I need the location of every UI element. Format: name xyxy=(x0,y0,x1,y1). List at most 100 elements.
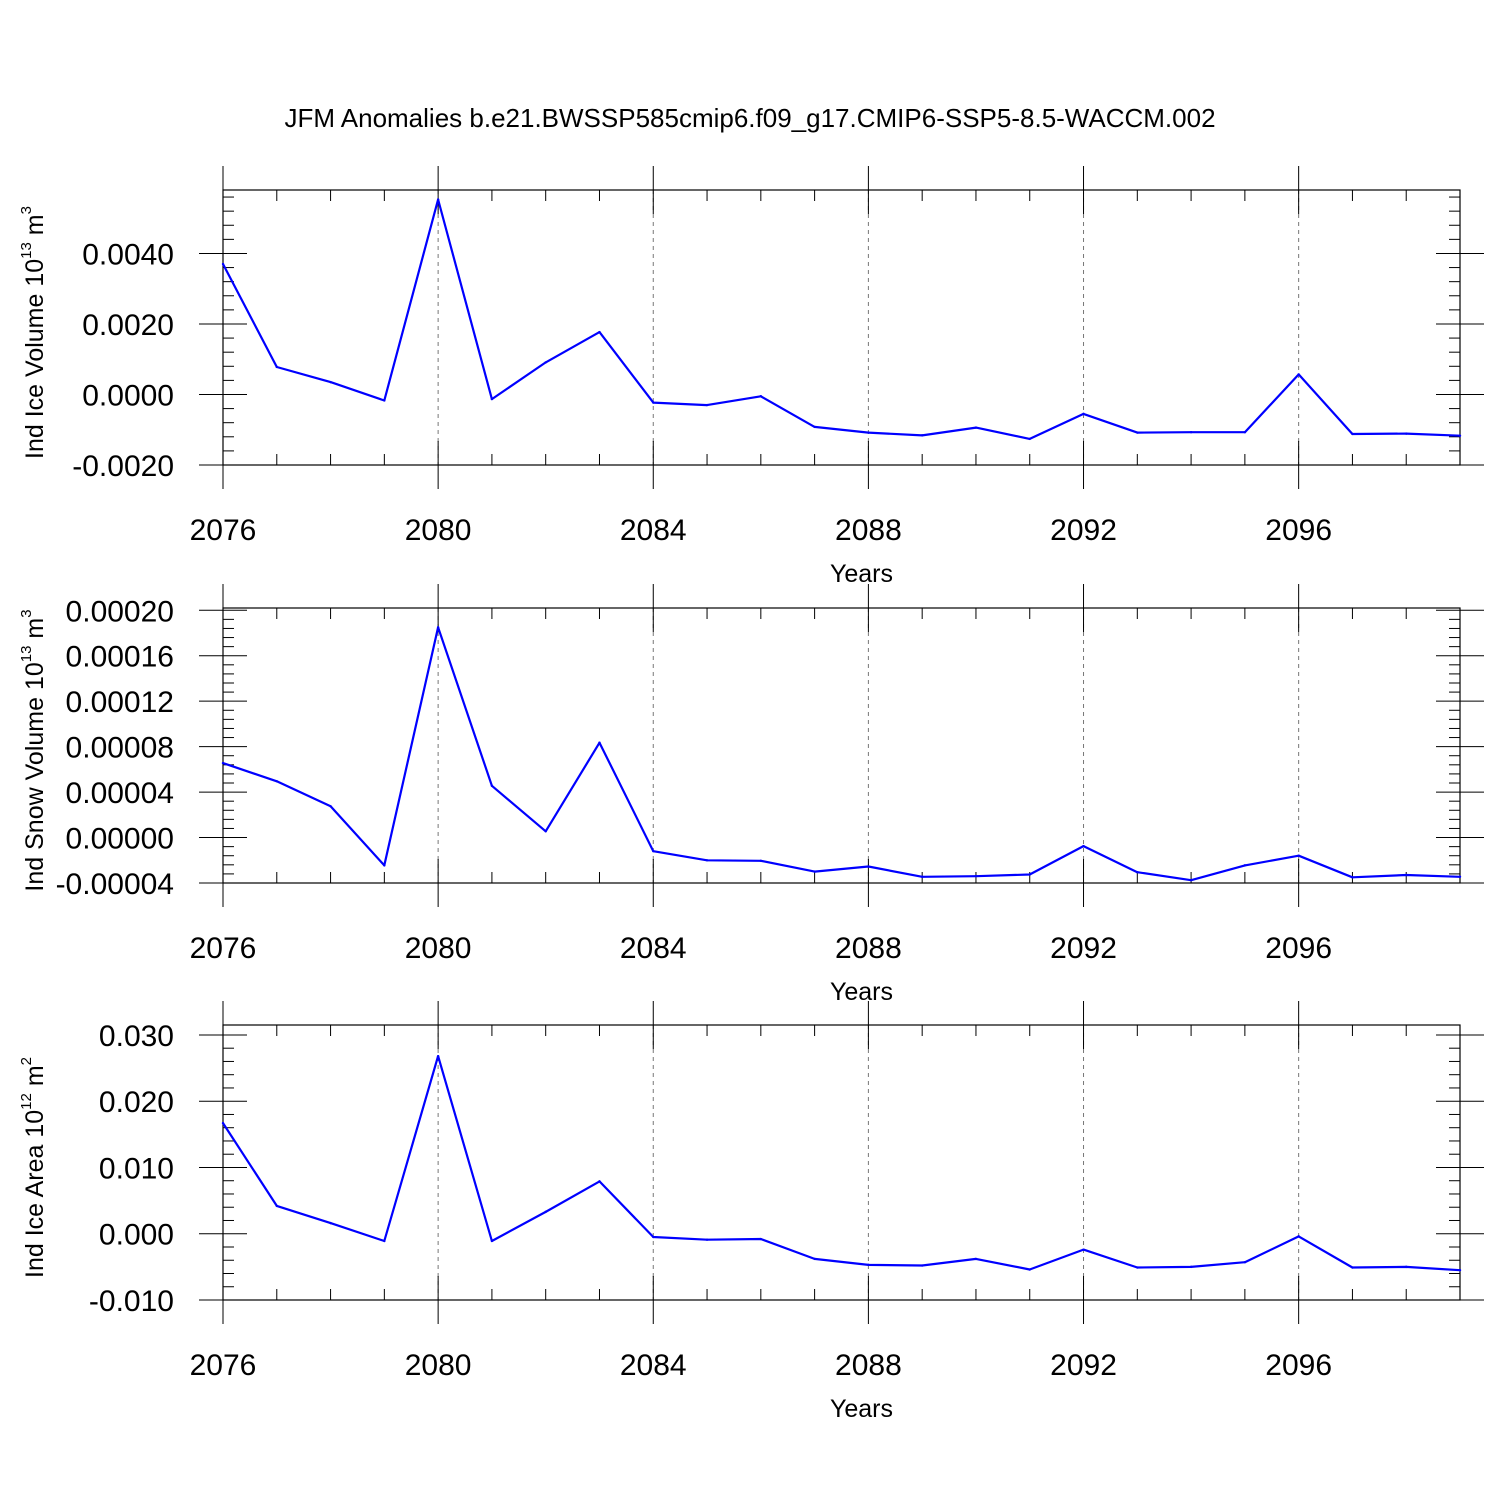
x-tick-label: 2096 xyxy=(1265,1349,1332,1382)
data-point xyxy=(705,1238,709,1241)
y-axis-title-exponent: 13 xyxy=(18,646,35,663)
x-tick-label: 2096 xyxy=(1265,514,1332,547)
y-tick-label: 0.000 xyxy=(99,1219,174,1252)
data-point xyxy=(1405,1265,1408,1269)
x-axis-title: Years xyxy=(830,560,893,588)
data-point xyxy=(1405,873,1408,877)
data-point xyxy=(974,874,978,878)
chart-panel-1: 2076 2080 2084 2088 2092 2096 -0.0020 0.0000 0.0… xyxy=(18,166,1484,588)
x-tick-label: 2092 xyxy=(1050,1349,1117,1382)
x-tick-label: 2084 xyxy=(620,932,687,965)
data-point xyxy=(221,262,225,266)
data-point xyxy=(1458,875,1462,878)
data-point xyxy=(1189,431,1193,434)
data-point xyxy=(867,431,870,434)
y-tick-label: -0.010 xyxy=(89,1285,174,1318)
data-point xyxy=(598,1180,601,1183)
y-tick-label: 0.0000 xyxy=(82,379,174,412)
y-axis-title-exponent: 13 xyxy=(18,242,35,259)
y-tick-label: 0.00012 xyxy=(66,686,174,719)
data-point xyxy=(813,425,816,429)
data-point xyxy=(920,1264,924,1267)
data-point xyxy=(759,395,763,398)
chart-panel-3: 2076 2080 2084 2088 2092 2096 -0.010 0.000 0.010… xyxy=(18,1001,1484,1423)
data-point xyxy=(813,1257,816,1261)
data-point xyxy=(867,865,870,868)
y-axis-title: Ind Ice Area 1012 m2 xyxy=(18,1057,49,1278)
data-point xyxy=(1028,873,1031,876)
data-point xyxy=(329,1221,332,1225)
data-point xyxy=(544,361,547,364)
x-tick-label: 2080 xyxy=(405,932,472,965)
x-tick-label: 2096 xyxy=(1265,932,1332,965)
data-point xyxy=(705,859,709,862)
x-axis-title: Years xyxy=(830,1395,893,1423)
data-point xyxy=(490,784,494,788)
x-tick-label: 2092 xyxy=(1050,932,1117,965)
data-point xyxy=(1082,1248,1085,1251)
data-point xyxy=(1028,1268,1031,1271)
x-tick-label: 2080 xyxy=(405,514,472,547)
series-line xyxy=(222,198,1461,440)
series-line xyxy=(222,626,1461,882)
data-point xyxy=(383,399,386,402)
data-point xyxy=(598,741,601,744)
x-tick-label: 2076 xyxy=(190,514,257,547)
data-point xyxy=(1297,854,1300,857)
data-point xyxy=(1136,1266,1139,1269)
data-point xyxy=(1243,1261,1247,1264)
x-tick-label: 2084 xyxy=(620,514,687,547)
data-point xyxy=(920,434,924,437)
y-tick-label: -0.00004 xyxy=(56,868,174,901)
y-tick-label: 0.0020 xyxy=(82,309,174,342)
data-point xyxy=(652,401,655,404)
y-axis-title-unit: m xyxy=(21,214,49,242)
data-point xyxy=(1189,1265,1193,1269)
x-axis-title: Years xyxy=(830,978,893,1006)
y-axis-title: Ind Ice Volume 1013 m3 xyxy=(18,206,49,459)
data-point xyxy=(275,365,278,369)
data-point xyxy=(1351,1266,1354,1269)
plot-frame xyxy=(222,1024,1461,1301)
data-point xyxy=(490,1239,494,1243)
x-tick-label: 2084 xyxy=(620,1349,687,1382)
data-point xyxy=(436,626,440,629)
data-point xyxy=(974,1257,978,1261)
data-point xyxy=(974,426,978,429)
data-point xyxy=(1458,1268,1462,1272)
y-axis-title: Ind Snow Volume 1013 m3 xyxy=(18,609,49,891)
x-tick-label: 2092 xyxy=(1050,514,1117,547)
data-point xyxy=(436,1054,440,1058)
data-point xyxy=(1351,432,1354,436)
data-point xyxy=(275,1204,278,1208)
y-axis-title-exponent: 12 xyxy=(18,1093,35,1110)
data-point xyxy=(490,397,494,401)
x-tick-label: 2076 xyxy=(190,932,257,965)
data-point xyxy=(1028,437,1031,441)
data-point xyxy=(1189,878,1193,882)
data-point xyxy=(652,1235,655,1239)
data-point xyxy=(1082,844,1085,848)
y-axis-title-main: Ind Ice Area 10 xyxy=(21,1110,49,1278)
y-tick-label: -0.0020 xyxy=(72,450,174,483)
data-point xyxy=(329,380,332,384)
y-tick-label: 0.020 xyxy=(99,1086,174,1119)
data-point xyxy=(1458,434,1462,437)
data-point xyxy=(1297,373,1300,376)
data-point xyxy=(275,780,278,783)
y-axis-title-unit-exponent: 3 xyxy=(18,609,35,617)
y-tick-label: 0.0040 xyxy=(82,238,174,271)
data-point xyxy=(1136,871,1139,874)
y-tick-label: 0.030 xyxy=(99,1020,174,1053)
data-point xyxy=(759,859,763,863)
data-point xyxy=(1082,412,1085,416)
y-axis-title-unit: m xyxy=(21,618,49,646)
data-point xyxy=(867,1263,870,1267)
y-tick-label: 0.00016 xyxy=(66,641,174,674)
y-axis-title-unit-exponent: 3 xyxy=(18,206,35,214)
data-point xyxy=(759,1237,763,1241)
data-point xyxy=(221,761,225,765)
plot-frame xyxy=(222,607,1461,884)
data-point xyxy=(436,198,440,201)
x-tick-label: 2076 xyxy=(190,1349,257,1382)
